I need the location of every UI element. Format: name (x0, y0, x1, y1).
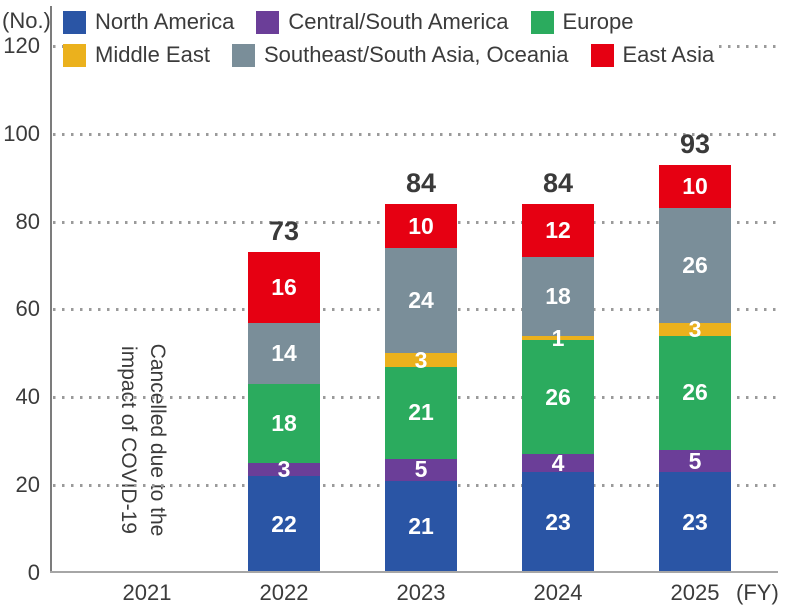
segment-value-label: 3 (414, 346, 428, 373)
bar-segment-southeast-south-asia-oceania-2024: 18 (522, 256, 594, 336)
bar-segment-southeast-south-asia-oceania-2022: 14 (248, 322, 320, 385)
segment-value-label: 10 (682, 173, 708, 200)
segment-value-label: 4 (551, 449, 565, 476)
bar-segment-europe-2024: 26 (522, 340, 594, 455)
bar-segment-central-south-america-2024: 4 (522, 449, 594, 476)
x-tick-label-2025: 2025 (670, 580, 720, 605)
legend-swatch-southeast-south-asia-oceania (231, 43, 255, 67)
bar-segment-north-america-2024: 23 (522, 471, 594, 573)
legend-label-central-south-america: Central/South America (288, 9, 509, 34)
covid-cancellation-annotation: Cancelled due to the impact of COVID-19 (114, 320, 172, 560)
segment-value-label: 26 (545, 383, 571, 410)
y-tick-label-120: 120 (3, 32, 40, 58)
bar-segment-central-south-america-2022: 3 (248, 458, 320, 481)
legend-swatch-europe (530, 10, 554, 34)
legend-label-east-asia: East Asia (622, 42, 715, 67)
x-tick-label-2024: 2024 (533, 580, 583, 605)
bar-segment-southeast-south-asia-oceania-2023: 24 (385, 248, 457, 354)
legend-swatch-middle-east (63, 43, 86, 67)
segment-value-label: 5 (414, 456, 428, 483)
segment-value-label: 21 (408, 513, 434, 540)
annotation-line-1: Cancelled due to the (146, 343, 169, 537)
bar-segment-middle-east-2023: 3 (385, 348, 457, 371)
legend-item-central-south-america: Central/South America (256, 9, 509, 35)
x-axis-line (50, 571, 778, 573)
bar-segment-europe-2022: 18 (248, 384, 320, 464)
bar-segment-southeast-south-asia-oceania-2025: 26 (659, 208, 731, 323)
y-tick-label-40: 40 (15, 384, 40, 410)
x-tick-label-2022: 2022 (259, 580, 309, 605)
y-tick-label-80: 80 (15, 208, 40, 234)
bar-segment-east-asia-2023: 10 (385, 204, 457, 248)
segment-value-label: 18 (271, 410, 297, 437)
segment-value-label: 24 (408, 287, 434, 314)
segment-value-label: 23 (545, 508, 571, 535)
segment-value-label: 1 (551, 324, 565, 351)
legend-label-southeast-south-asia-oceania: Southeast/South Asia, Oceania (263, 42, 569, 67)
bar-total-label-2025: 93 (679, 128, 711, 159)
segment-value-label: 23 (682, 508, 708, 535)
bar-total-label-2022: 73 (268, 216, 300, 247)
bar-segment-north-america-2022: 22 (248, 476, 320, 573)
x-tick-label-2021: 2021 (122, 580, 172, 605)
bar-segment-middle-east-2024: 1 (522, 326, 594, 349)
gridline-100 (53, 132, 778, 136)
legend-swatch-central-south-america (256, 10, 280, 34)
segment-value-label: 21 (408, 399, 434, 426)
bar-segment-north-america-2023: 21 (385, 480, 457, 573)
y-tick-label-0: 0 (27, 560, 40, 585)
bar-segment-central-south-america-2023: 5 (385, 456, 457, 483)
legend-item-europe: Europe (530, 9, 634, 35)
legend-label-north-america: North America (95, 9, 235, 34)
y-axis-line (50, 6, 52, 573)
y-tick-label-60: 60 (15, 296, 40, 322)
annotation-line-2: impact of COVID-19 (117, 346, 140, 534)
bar-segment-north-america-2025: 23 (659, 471, 731, 573)
segment-value-label: 12 (545, 216, 571, 243)
segment-value-label: 26 (682, 252, 708, 279)
segment-value-label: 5 (688, 447, 702, 474)
bar-segment-middle-east-2025: 3 (659, 317, 731, 340)
bar-segment-central-south-america-2025: 5 (659, 447, 731, 474)
segment-value-label: 26 (682, 379, 708, 406)
legend-item-middle-east: Middle East (63, 42, 210, 68)
legend-label-europe: Europe (562, 9, 634, 34)
y-axis-unit-label: (No.) (2, 8, 51, 33)
legend-swatch-east-asia (590, 43, 614, 67)
bar-segment-east-asia-2025: 10 (659, 164, 731, 209)
legend-swatch-north-america (63, 10, 86, 34)
legend-row-2: Middle East Southeast/South Asia, Oceania… (63, 42, 720, 68)
bar-segment-east-asia-2022: 16 (248, 252, 320, 323)
bar-total-label-2024: 84 (542, 168, 574, 199)
y-tick-label-20: 20 (15, 472, 40, 498)
bar-total-label-2023: 84 (405, 168, 437, 199)
legend-item-southeast-south-asia-oceania: Southeast/South Asia, Oceania (231, 42, 569, 68)
bar-segment-europe-2023: 21 (385, 366, 457, 459)
segment-value-label: 18 (545, 282, 571, 309)
segment-value-label: 10 (408, 212, 434, 239)
x-tick-label-2023: 2023 (396, 580, 446, 605)
segment-value-label: 3 (277, 456, 291, 483)
segment-value-label: 16 (271, 274, 297, 301)
segment-value-label: 3 (688, 315, 702, 342)
x-axis-unit-label: (FY) (736, 580, 779, 605)
legend-row-1: North America Central/South America Europe (63, 9, 720, 35)
legend-item-north-america: North America (63, 9, 234, 35)
chart-legend: North America Central/South America Europe… (63, 9, 720, 68)
segment-value-label: 14 (271, 339, 297, 366)
segment-value-label: 22 (271, 511, 297, 538)
bar-segment-east-asia-2024: 12 (522, 204, 594, 257)
y-tick-label-100: 100 (3, 120, 40, 146)
legend-label-middle-east: Middle East (95, 42, 210, 67)
bar-segment-europe-2025: 26 (659, 335, 731, 451)
legend-item-east-asia: East Asia (590, 42, 715, 68)
